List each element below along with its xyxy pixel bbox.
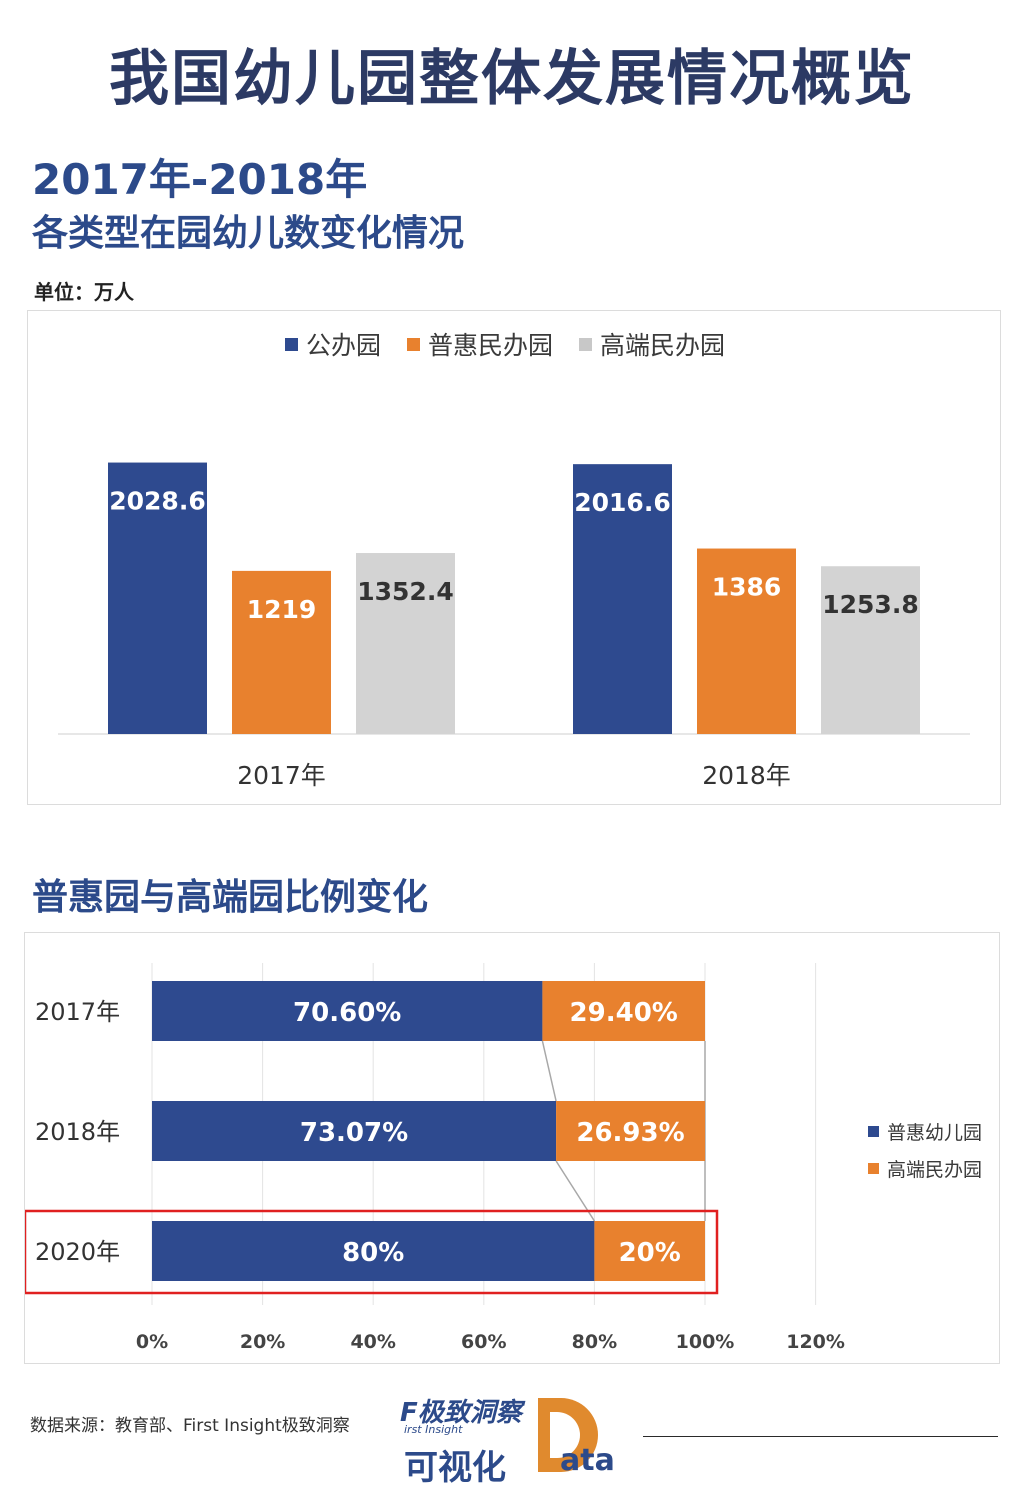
chart2-category-label: 2020年	[35, 1238, 120, 1266]
footer-divider	[643, 1436, 998, 1437]
logo-bottom-text: 可视化	[404, 1448, 506, 1488]
legend2-swatch-puhui	[868, 1126, 879, 1137]
stacked-bar-segment-0	[152, 981, 543, 1041]
chart2-tick-label: 80%	[572, 1331, 617, 1353]
logo-top-text: F极致洞察	[400, 1398, 522, 1428]
chart2-tick-label: 120%	[786, 1331, 845, 1353]
legend2-label-highend: 高端民办园	[887, 1159, 983, 1181]
legend-label-highend: 高端民办园	[600, 331, 726, 360]
bar-2017-series-2	[356, 553, 455, 734]
legend2-item-highend: 高端民办园	[868, 1155, 982, 1182]
legend2-swatch-highend	[868, 1163, 879, 1174]
bar-value-label: 1219	[247, 595, 317, 624]
stacked-bar-segment-1	[542, 981, 705, 1041]
bar-value-label: 1352.4	[357, 577, 453, 606]
chart2-tick-label: 60%	[461, 1331, 506, 1353]
bar-value-label: 2028.6	[109, 487, 205, 516]
legend-label-public: 公办园	[306, 331, 382, 360]
chart2-category-label: 2018年	[35, 1118, 120, 1146]
stacked-bar-label: 73.07%	[300, 1118, 408, 1148]
chart2-svg: 0% 20% 40% 60% 80% 100% 120% 70.60% 29.40% 2017年 7…	[25, 963, 845, 1353]
chart1-category-label: 2017年	[237, 761, 326, 790]
bar-2018-series-1	[697, 548, 796, 734]
stacked-bar-label: 26.93%	[576, 1118, 684, 1148]
chart2-category-label: 2017年	[35, 998, 120, 1026]
chart2-connector	[541, 1040, 557, 1102]
chart2-panel: 0% 20% 40% 60% 80% 100% 120% 70.60% 29.40% 2017年 7…	[24, 932, 1000, 1364]
legend-item-public: 公办园	[285, 326, 381, 362]
bar-2018-series-2	[821, 566, 920, 734]
legend-label-puhui: 普惠民办园	[428, 331, 554, 360]
section2-title: 普惠园与高端园比例变化	[32, 877, 429, 918]
legend-swatch-public	[285, 337, 298, 351]
unit-label: 单位：万人	[34, 280, 134, 304]
legend-item-puhui: 普惠民办园	[407, 326, 553, 362]
stacked-bar-label: 20%	[619, 1238, 681, 1268]
chart1-svg: 2028.6 1219 1352.4 2017年 2016.6 1386 1253.8 201…	[58, 462, 970, 790]
stacked-bar-label: 29.40%	[570, 998, 678, 1028]
legend-item-highend: 高端民办园	[579, 326, 725, 362]
bar-2017-series-0	[108, 462, 207, 734]
source-note: 数据来源：教育部、First Insight极致洞察	[30, 1416, 350, 1436]
subtitle-desc: 各类型在园幼儿数变化情况	[32, 213, 465, 254]
stacked-bar-segment-0	[152, 1101, 557, 1161]
legend2-item-puhui: 普惠幼儿园	[868, 1118, 982, 1145]
stacked-bar-segment-0	[152, 1221, 595, 1281]
chart2-tick-label: 0%	[136, 1331, 168, 1353]
bar-value-label: 1386	[712, 573, 782, 602]
legend2-label-puhui: 普惠幼儿园	[887, 1122, 983, 1144]
page-title: 我国幼儿园整体发展情况概览	[109, 44, 915, 114]
logo-d-shape	[538, 1398, 598, 1472]
chart2-legend: 普惠幼儿园 高端民办园	[868, 1118, 982, 1182]
stacked-bar-segment-1	[594, 1221, 705, 1281]
bar-2018-series-0	[573, 464, 672, 734]
chart2-tick-label: 100%	[676, 1331, 735, 1353]
chart1-legend: 公办园 普惠民办园 高端民办园	[285, 326, 725, 362]
bar-value-label: 1253.8	[822, 590, 918, 619]
bar-value-label: 2016.6	[574, 488, 670, 517]
logo: F极致洞察 irst Insight 可视化 ata	[400, 1392, 630, 1492]
chart2-tick-label: 40%	[350, 1331, 395, 1353]
stacked-bar-label: 80%	[342, 1238, 404, 1268]
legend-swatch-puhui	[407, 337, 421, 351]
bar-2017-series-1	[232, 570, 331, 734]
stacked-bar-segment-1	[556, 1101, 705, 1161]
chart2-tick-label: 20%	[240, 1331, 285, 1353]
legend-swatch-highend	[579, 337, 593, 351]
highlight-box-2020	[25, 1209, 719, 1295]
chart1-category-label: 2018年	[702, 761, 791, 790]
logo-data-suffix: ata	[560, 1443, 615, 1478]
stacked-bar-label: 70.60%	[293, 998, 401, 1028]
subtitle-years: 2017年-2018年	[32, 155, 368, 204]
chart1-panel: 2028.6 1219 1352.4 2017年 2016.6 1386 1253.8 201…	[27, 310, 1001, 805]
logo-en-text: irst Insight	[404, 1423, 463, 1436]
